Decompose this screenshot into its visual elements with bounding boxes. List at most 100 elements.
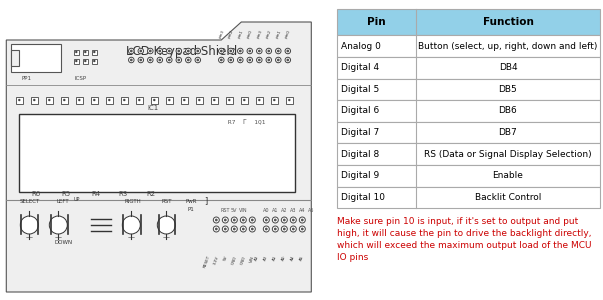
Text: LCD Keypad Shield: LCD Keypad Shield <box>125 46 237 59</box>
Circle shape <box>224 228 227 230</box>
Circle shape <box>265 228 268 230</box>
Text: 5V: 5V <box>231 208 238 213</box>
Text: Pin: Pin <box>367 17 385 27</box>
Text: A5: A5 <box>308 208 315 213</box>
Text: R6: R6 <box>32 191 41 197</box>
Circle shape <box>290 226 296 232</box>
Circle shape <box>148 57 153 63</box>
Circle shape <box>187 50 190 52</box>
Circle shape <box>123 99 125 101</box>
Circle shape <box>249 217 255 223</box>
Circle shape <box>224 219 227 221</box>
Bar <box>336 122 600 143</box>
Text: R5: R5 <box>62 191 71 197</box>
Text: pin3: pin3 <box>256 29 263 39</box>
Circle shape <box>177 50 180 52</box>
Circle shape <box>223 226 229 232</box>
Circle shape <box>75 60 78 62</box>
Bar <box>76 97 83 104</box>
Polygon shape <box>6 22 311 292</box>
Circle shape <box>149 50 152 52</box>
Circle shape <box>186 48 191 54</box>
Text: GND: GND <box>240 255 247 265</box>
Text: A0: A0 <box>282 255 287 262</box>
Circle shape <box>148 48 153 54</box>
Circle shape <box>265 219 268 221</box>
Circle shape <box>232 217 238 223</box>
Text: Make sure pin 10 is input, if it's set to output and put
high, it will cause the: Make sure pin 10 is input, if it's set t… <box>336 217 591 262</box>
Circle shape <box>299 226 305 232</box>
Text: pin0: pin0 <box>284 29 291 39</box>
Circle shape <box>276 48 281 54</box>
Circle shape <box>157 48 163 54</box>
Bar <box>256 97 263 104</box>
Circle shape <box>128 48 134 54</box>
Text: VIN: VIN <box>239 208 248 213</box>
Text: A1: A1 <box>272 208 279 213</box>
Circle shape <box>238 57 243 63</box>
Circle shape <box>251 228 254 230</box>
Text: —: — <box>163 234 170 240</box>
Text: A0: A0 <box>263 208 270 213</box>
Circle shape <box>78 99 81 101</box>
Text: A2: A2 <box>264 255 269 262</box>
Circle shape <box>248 58 251 61</box>
Circle shape <box>138 57 144 63</box>
Circle shape <box>258 99 260 101</box>
Circle shape <box>186 57 191 63</box>
Circle shape <box>197 58 199 61</box>
Circle shape <box>282 226 287 232</box>
Bar <box>196 97 203 104</box>
Text: A3: A3 <box>254 255 260 262</box>
Circle shape <box>149 58 152 61</box>
Circle shape <box>277 50 280 52</box>
Circle shape <box>266 48 271 54</box>
Circle shape <box>292 219 295 221</box>
Circle shape <box>138 99 140 101</box>
Text: UP: UP <box>74 197 80 202</box>
Bar <box>336 187 600 208</box>
Text: A1: A1 <box>273 255 278 261</box>
Bar <box>336 9 600 35</box>
Text: RST: RST <box>161 199 171 204</box>
Circle shape <box>264 217 270 223</box>
Text: Digital 9: Digital 9 <box>341 171 379 180</box>
Bar <box>74 50 79 55</box>
Circle shape <box>195 48 201 54</box>
Circle shape <box>266 57 271 63</box>
Circle shape <box>93 99 95 101</box>
Circle shape <box>285 48 291 54</box>
Circle shape <box>157 216 175 234</box>
Text: pin3: pin3 <box>218 29 225 39</box>
Circle shape <box>18 99 21 101</box>
Text: pin2: pin2 <box>265 29 273 39</box>
Text: A4: A4 <box>299 208 306 213</box>
Text: Enable: Enable <box>493 171 523 180</box>
Bar <box>241 97 248 104</box>
Bar <box>83 50 88 55</box>
Text: pin1: pin1 <box>274 29 282 39</box>
Circle shape <box>84 60 86 62</box>
Circle shape <box>241 226 246 232</box>
Circle shape <box>247 48 253 54</box>
Circle shape <box>286 50 289 52</box>
Circle shape <box>183 99 186 101</box>
Bar <box>92 58 97 64</box>
Text: —: — <box>128 234 135 240</box>
Circle shape <box>247 57 253 63</box>
Text: Digital 4: Digital 4 <box>341 63 379 72</box>
Circle shape <box>93 51 95 53</box>
Circle shape <box>249 226 255 232</box>
Bar <box>11 50 19 66</box>
Circle shape <box>130 58 133 61</box>
Bar <box>286 97 293 104</box>
Text: —: — <box>55 234 62 240</box>
Circle shape <box>195 57 201 63</box>
Circle shape <box>283 228 286 230</box>
Text: IC1: IC1 <box>148 105 159 111</box>
Bar <box>226 97 233 104</box>
Circle shape <box>176 57 182 63</box>
Bar <box>336 79 600 100</box>
Text: DB4: DB4 <box>499 63 517 72</box>
Text: LEFT: LEFT <box>57 199 69 204</box>
